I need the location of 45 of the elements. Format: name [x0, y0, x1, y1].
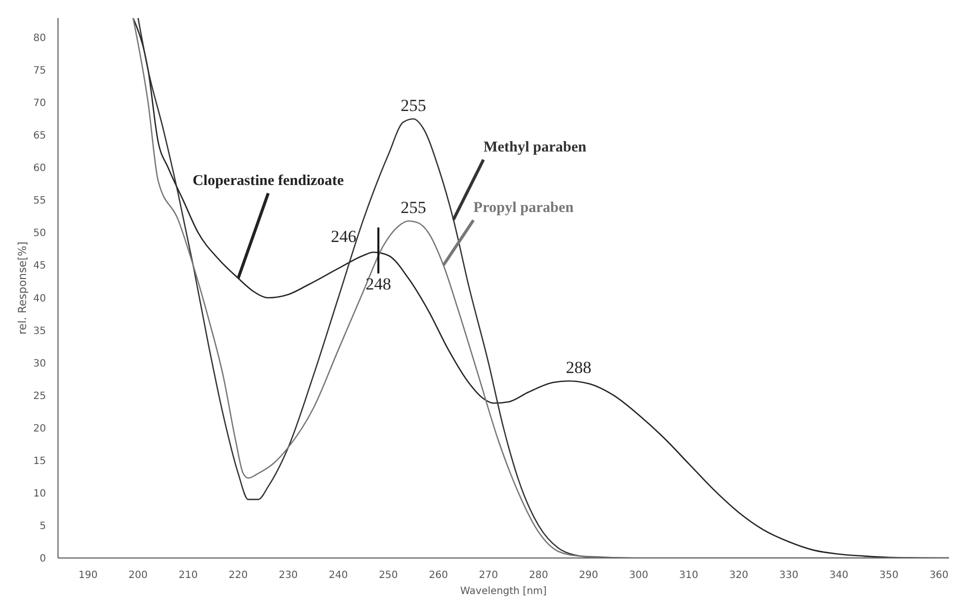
x-tick-label: 280 — [528, 570, 548, 581]
x-tick-label: 250 — [378, 570, 398, 581]
y-tick-label: 10 — [33, 488, 46, 500]
y-tick-label: 45 — [33, 260, 46, 272]
annotation: 255 — [400, 198, 426, 217]
y-tick-label: 75 — [33, 66, 46, 77]
x-tick-label: 350 — [879, 570, 898, 581]
y-tick-label: 15 — [33, 456, 46, 467]
y-tick-label: 60 — [33, 163, 46, 174]
x-tick-label: 240 — [328, 570, 348, 581]
x-tick-label: 360 — [929, 570, 949, 581]
x-tick-label: 340 — [829, 570, 848, 581]
series-label: Cloperastine fendizoate — [192, 173, 344, 190]
text: Propyl paraben — [473, 200, 574, 216]
y-tick-label: 80 — [33, 33, 46, 44]
x-tick-label: 200 — [128, 570, 148, 581]
y-tick-label: 0 — [40, 554, 46, 564]
x-tick-label: 190 — [78, 570, 98, 581]
y-tick-label: 30 — [33, 358, 46, 370]
x-tick-label: 320 — [729, 570, 748, 581]
y-tick-label: 20 — [33, 423, 46, 434]
x-tick-label: 290 — [579, 570, 598, 581]
annotation: 248 — [366, 274, 392, 294]
y-tick-label: 25 — [33, 390, 46, 402]
x-tick-label: 270 — [478, 570, 498, 581]
x-tick-label: 330 — [779, 570, 798, 581]
x-tick-label: 230 — [278, 570, 298, 581]
y-tick-label: 5 — [40, 520, 46, 532]
x-tick-label: 260 — [428, 570, 448, 581]
y-tick-label: 65 — [33, 130, 46, 142]
x-axis-title: Wavelength [nm] — [460, 586, 547, 597]
annotation: 288 — [566, 358, 592, 378]
y-tick-label: 70 — [33, 98, 46, 110]
annotation: 246 — [330, 227, 356, 246]
annotation: 255 — [400, 96, 426, 115]
text: Methyl paraben — [483, 140, 588, 156]
y-tick-label: 50 — [33, 228, 46, 240]
y-axis-title: rel. Response[%] — [16, 242, 29, 334]
y-tick-label: 40 — [33, 293, 46, 304]
y-tick-label: 35 — [33, 326, 46, 337]
x-tick-label: 220 — [228, 570, 248, 581]
x-tick-label: 210 — [178, 570, 198, 581]
x-tick-label: 310 — [679, 570, 698, 581]
y-tick-label: 55 — [33, 196, 46, 207]
x-tick-label: 300 — [629, 570, 648, 581]
